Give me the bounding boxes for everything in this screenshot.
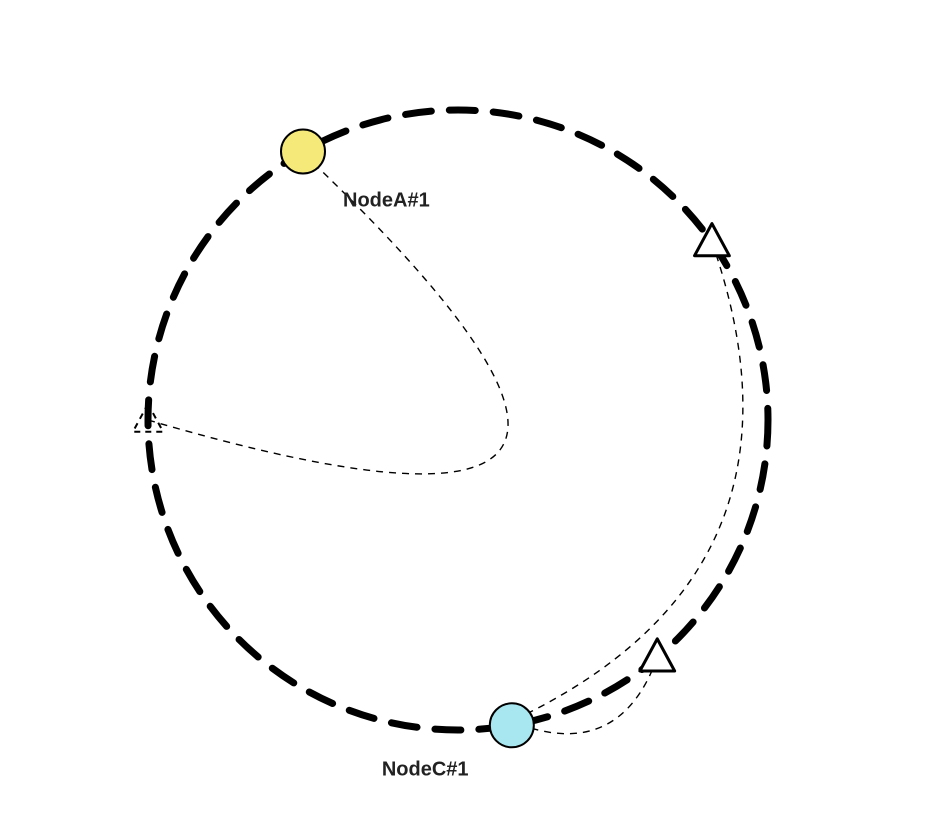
node-nodeC1: [490, 703, 534, 747]
ring-layer: [148, 110, 768, 730]
label-nodeA1: NodeA#1: [343, 190, 430, 212]
vnode-triBottomRight: [640, 639, 675, 671]
node-nodeA1: [281, 130, 325, 174]
hash-ring: [148, 110, 768, 730]
edge-e_triTR_to_nodeC: [511, 242, 743, 721]
label-nodeC1: NodeC#1: [382, 758, 469, 780]
ring-diagram: NodeA#1 NodeC#1: [0, 0, 950, 824]
labels-layer: NodeA#1 NodeC#1: [343, 190, 469, 781]
edge-e_triLeft_to_nodeA: [148, 155, 508, 474]
